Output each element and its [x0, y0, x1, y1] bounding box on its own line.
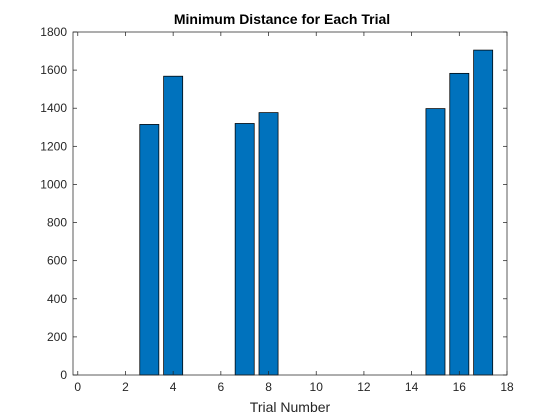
- bar-trial-3: [139, 124, 160, 376]
- x-tick-label: 14: [405, 380, 419, 394]
- y-tick-label: 1600: [40, 63, 67, 77]
- y-tick-label: 1800: [40, 25, 67, 39]
- bar-group: [139, 49, 494, 376]
- axis-ticks: 0 2 4 6 8 10 12 14 16 18 0 200 400 600 800 1000 1200 1400…: [40, 25, 514, 394]
- bar-trial-8: [258, 112, 279, 376]
- x-tick-label: 6: [218, 380, 225, 394]
- y-tick-label: 1200: [40, 139, 67, 153]
- x-tick-label: 12: [357, 380, 371, 394]
- y-tick-label: 200: [47, 330, 67, 344]
- bar-trial-17: [473, 49, 494, 376]
- bar-trial-7: [234, 123, 255, 376]
- y-tick-label: 800: [47, 216, 67, 230]
- x-axis-title: Trial Number: [250, 399, 331, 415]
- bar-trial-15: [425, 108, 446, 376]
- x-tick-label: 18: [500, 380, 514, 394]
- y-tick-label: 0: [60, 368, 67, 382]
- axes-box: [72, 31, 508, 376]
- x-tick-label: 0: [74, 380, 81, 394]
- y-tick-label: 400: [47, 292, 67, 306]
- bar-trial-4: [163, 75, 184, 376]
- x-tick-label: 4: [170, 380, 177, 394]
- bar-trial-16: [449, 72, 470, 376]
- y-tick-label: 1000: [40, 177, 67, 191]
- chart-title: Minimum Distance for Each Trial: [174, 11, 390, 27]
- x-tick-label: 16: [453, 380, 467, 394]
- x-tick-label: 2: [122, 380, 129, 394]
- y-tick-label: 600: [47, 254, 67, 268]
- y-tick-label: 1400: [40, 101, 67, 115]
- x-tick-label: 8: [265, 380, 272, 394]
- x-tick-label: 10: [310, 380, 324, 394]
